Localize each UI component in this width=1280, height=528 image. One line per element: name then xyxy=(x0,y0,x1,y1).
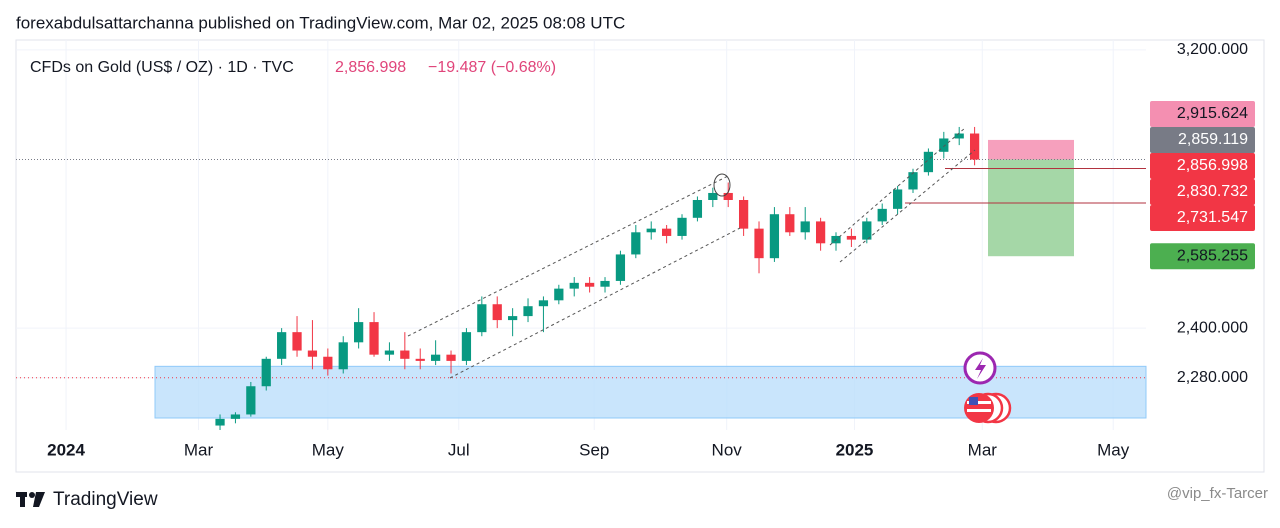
candle-body xyxy=(369,322,379,355)
candle-body xyxy=(615,254,626,281)
candle-body xyxy=(585,282,595,287)
price-tag-label: 2,856.998 xyxy=(1177,157,1248,174)
price-tag-label: 2,731.547 xyxy=(1177,209,1248,226)
candles-layer xyxy=(215,126,980,430)
candle-body xyxy=(508,316,518,321)
candle-body xyxy=(215,418,225,426)
candle-body xyxy=(785,214,795,233)
price-tag xyxy=(1150,243,1255,270)
candle-body xyxy=(846,235,857,240)
channel-line xyxy=(839,149,976,263)
channel-line xyxy=(449,227,741,379)
candle-body xyxy=(738,199,749,229)
price-tag xyxy=(1150,126,1255,153)
candle-body xyxy=(307,350,318,357)
candle-body xyxy=(754,228,764,259)
brand-name: TradingView xyxy=(53,489,158,510)
circle-annotation xyxy=(713,173,731,197)
candle-body xyxy=(246,386,256,415)
candle-body xyxy=(400,350,410,359)
x-tick-label: 2025 xyxy=(836,440,874,459)
x-tick-label: Mar xyxy=(184,440,214,459)
logo-part xyxy=(20,492,25,507)
price-tag-label: 2,585.255 xyxy=(1177,247,1248,264)
x-tick-label: May xyxy=(312,440,345,459)
candle-body xyxy=(523,306,533,317)
price-tag xyxy=(1150,152,1255,179)
candle-body xyxy=(292,332,302,351)
candle-body xyxy=(600,280,610,287)
lightning-icon xyxy=(975,358,986,379)
y-tick-label: 2,280.000 xyxy=(1177,369,1248,386)
flag-icon[interactable] xyxy=(964,393,994,423)
flag-canton xyxy=(969,397,978,405)
candle-body xyxy=(569,282,579,289)
candle-body xyxy=(939,138,949,152)
channel-line xyxy=(407,175,729,337)
candle-body xyxy=(415,358,425,361)
target-zone xyxy=(988,159,1074,257)
candle-body xyxy=(815,221,826,244)
candle-body xyxy=(923,151,934,173)
candle-body xyxy=(908,172,918,190)
candle-body xyxy=(631,232,641,255)
candle-body xyxy=(554,288,564,301)
candle-body xyxy=(431,354,441,361)
price-change: −19.487 (−0.68%) xyxy=(428,59,556,76)
candle-body xyxy=(384,350,395,355)
price-tag xyxy=(1150,178,1255,205)
candle-body xyxy=(338,342,348,370)
candle-body xyxy=(230,414,241,419)
y-tick-label: 2,400.000 xyxy=(1177,319,1248,336)
header-title: forexabdulsattarchanna published on Trad… xyxy=(16,13,625,32)
x-tick-label: Nov xyxy=(712,440,743,459)
y-tick-label: 3,200.000 xyxy=(1177,41,1248,58)
candle-body xyxy=(677,217,687,236)
candle-body xyxy=(277,332,287,359)
candle-body xyxy=(646,228,656,233)
candle-body xyxy=(862,221,872,240)
candle-body xyxy=(800,221,810,233)
candle-body xyxy=(261,358,271,387)
flag-stripe xyxy=(967,401,991,404)
x-tick-label: Sep xyxy=(579,440,609,459)
stop-zone xyxy=(988,139,1074,160)
price-tag-label: 2,859.119 xyxy=(1178,131,1248,148)
candle-body xyxy=(969,133,980,160)
candle-body xyxy=(877,208,887,222)
last-price: 2,856.998 xyxy=(335,59,406,76)
x-tick-label: 2024 xyxy=(47,440,85,459)
x-tick-label: Mar xyxy=(968,440,998,459)
candle-body xyxy=(461,332,472,361)
symbol-legend: CFDs on Gold (US$ / OZ) · 1D · TVC xyxy=(30,59,294,76)
candle-body xyxy=(477,304,487,333)
overlay-layer xyxy=(407,127,1012,424)
price-tag xyxy=(1150,100,1255,127)
logo-part xyxy=(29,492,35,498)
chart-frame xyxy=(15,39,1265,473)
x-tick-label: May xyxy=(1097,440,1130,459)
candle-body xyxy=(538,300,549,307)
candle-body xyxy=(492,304,502,321)
candle-body xyxy=(954,133,964,139)
candle-body xyxy=(354,322,364,343)
flag-stripe xyxy=(967,409,991,412)
candle-body xyxy=(723,192,733,200)
candle-body xyxy=(769,214,780,259)
candle-body xyxy=(708,192,718,200)
candle-body xyxy=(892,189,903,209)
watermark: @vip_fx-Tarcer xyxy=(1167,485,1268,502)
candle-body xyxy=(323,356,333,370)
price-tag-label: 2,830.732 xyxy=(1177,183,1248,200)
candle-body xyxy=(692,199,703,218)
logo-part xyxy=(33,492,45,507)
candle-body xyxy=(446,354,456,361)
candle-body xyxy=(662,228,672,236)
brand-logo xyxy=(16,492,45,507)
x-tick-label: Jul xyxy=(448,440,470,459)
price-tag-label: 2,915.624 xyxy=(1177,105,1248,122)
price-tag xyxy=(1150,204,1255,231)
